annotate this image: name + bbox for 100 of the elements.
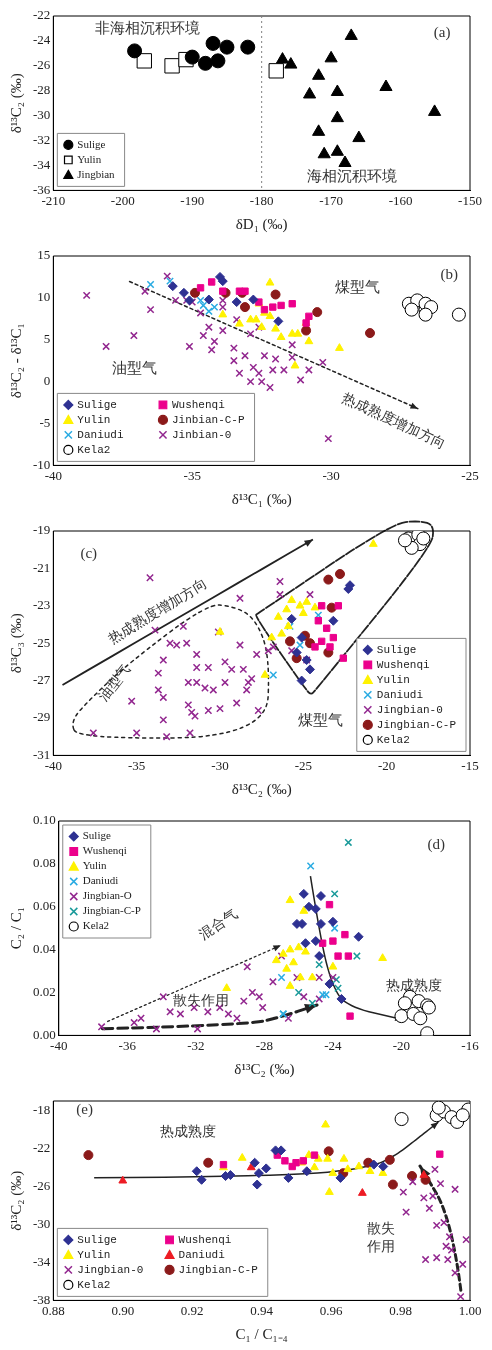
x-tick-label: -30 [211, 757, 229, 773]
legend-label: Jinbian-0 [171, 428, 232, 441]
x-tick-label: -32 [187, 1037, 205, 1053]
legend-label: Daniudi [82, 874, 119, 887]
y-tick-label: -34 [32, 156, 51, 172]
y-tick-label: -10 [32, 456, 51, 472]
legend-label: Jingbian-0 [376, 703, 443, 716]
y-tick-label: -18 [32, 1101, 51, 1117]
x-tick-label: -16 [461, 1037, 480, 1053]
legend-label: Sulige [77, 1233, 117, 1246]
annotation: (e) [76, 1100, 93, 1118]
y-tick-label: -30 [32, 1215, 51, 1231]
y-tick-label: -25 [32, 634, 51, 650]
x-tick-label: 0.96 [319, 1302, 343, 1318]
y-axis-title: δ¹³C₂ (‰) [7, 73, 25, 134]
annotation: 煤型气 [335, 278, 381, 295]
x-tick-label: -180 [249, 192, 274, 208]
legend-label: Daniudi [178, 1248, 226, 1261]
x-tick-label: -25 [461, 467, 479, 483]
legend-label: Jingbian-0 [77, 1263, 144, 1276]
annotation: 油型气 [111, 360, 157, 377]
x-tick-label: -150 [458, 192, 482, 208]
y-tick-label: 0.00 [33, 1026, 56, 1042]
legend-label: Kela2 [77, 443, 111, 456]
y-axis-title: δ¹³C₃ (‰) [7, 613, 25, 674]
y-tick-label: -30 [32, 107, 51, 123]
x-axis-title: δD₁ (‰) [235, 215, 288, 233]
x-tick-label: -20 [392, 1037, 411, 1053]
x-tick-label: 0.92 [180, 1302, 204, 1318]
x-axis-title: δ¹³C₂ (‰) [234, 1060, 295, 1078]
x-tick-label: -35 [183, 467, 201, 483]
annotation: 散失作用 [172, 992, 229, 1008]
legend-label: Kela2 [376, 733, 410, 746]
y-tick-label: -29 [32, 709, 51, 725]
legend-label: Daniudi [376, 688, 424, 701]
y-tick-label: 0.02 [33, 983, 56, 999]
annotation: 热成熟度增加方向 [105, 575, 210, 647]
y-tick-label: 0.06 [33, 898, 57, 914]
y-tick-label: -27 [32, 672, 51, 688]
legend-label: Sulige [77, 398, 117, 411]
annotation: 混合气 [196, 906, 240, 943]
annotation: 热成熟度增加方向 [340, 390, 449, 452]
y-tick-label: -31 [32, 746, 51, 762]
y-tick-label: 15 [37, 247, 51, 263]
legend-label: Yulin [77, 1248, 111, 1261]
y-tick-label: -36 [32, 181, 51, 197]
legend-label: Yulin [77, 152, 102, 165]
y-axis-title: δ¹³C₂ - δ¹³C₁ [7, 323, 24, 399]
x-tick-label: 0.90 [111, 1302, 135, 1318]
legend-label: Jingbian-O [82, 889, 132, 902]
legend-label: Sulige [77, 137, 106, 150]
x-axis-title: δ¹³C₂ (‰) [231, 780, 292, 798]
legend-label: Jingbian [77, 167, 116, 180]
legend-label: Wushenqi [171, 398, 226, 411]
y-tick-label: -38 [32, 1291, 51, 1307]
y-tick-label: -22 [32, 1139, 51, 1155]
annotation: 热成熟度 [386, 977, 443, 993]
legend-label: Wushenqi [178, 1233, 232, 1246]
x-tick-label: -30 [322, 467, 340, 483]
y-tick-label: 5 [43, 331, 51, 347]
annotation: 热成熟度 [160, 1124, 217, 1140]
x-tick-label: -36 [118, 1037, 137, 1053]
x-tick-label: 0.98 [389, 1302, 412, 1318]
legend-label: Jinbian-C-P [171, 413, 245, 426]
legend-label: Daniudi [77, 428, 124, 441]
y-axis-title: δ¹³C₂ (‰) [7, 1170, 25, 1231]
y-tick-label: -23 [32, 597, 51, 613]
y-tick-label: -5 [39, 414, 51, 430]
x-tick-label: -20 [377, 757, 396, 773]
legend-label: Kela2 [77, 1278, 111, 1291]
annotation: 油型气 [95, 661, 134, 704]
x-tick-label: -24 [324, 1037, 343, 1053]
legend-label: Kela2 [82, 919, 110, 932]
y-tick-label: 0 [43, 373, 51, 389]
annotation: 散失作用 [366, 1221, 396, 1255]
x-tick-label: 1.00 [458, 1302, 482, 1318]
x-tick-label: -160 [388, 192, 413, 208]
annotation: 海相沉积环境 [306, 168, 397, 185]
x-tick-label: -15 [461, 757, 479, 773]
legend-label: Yulin [376, 673, 410, 686]
x-tick-label: -190 [180, 192, 205, 208]
x-tick-label: -200 [110, 192, 135, 208]
legend-label: Sulige [82, 829, 111, 842]
x-axis-title: C₁ / C₁₋₄ [235, 1325, 288, 1342]
y-tick-label: -34 [32, 1253, 51, 1269]
legend-label: Wushenqi [376, 658, 430, 671]
legend-label: Jingbian-C-P [178, 1263, 259, 1276]
legend-label: Jingbian-C-P [82, 904, 141, 917]
y-tick-label: -24 [32, 32, 51, 48]
y-axis-title: C₂ / C₁ [7, 907, 24, 950]
x-tick-label: -170 [319, 192, 344, 208]
legend-label: Yulin [77, 413, 111, 426]
x-tick-label: 0.94 [250, 1302, 274, 1318]
annotation: (a) [433, 24, 451, 42]
annotation: 非海相沉积环境 [95, 20, 201, 37]
annotation: (d) [427, 835, 446, 853]
legend-label: Wushenqi [82, 844, 127, 857]
y-tick-label: -19 [32, 522, 51, 538]
y-tick-label: -22 [32, 7, 51, 23]
x-tick-label: -25 [294, 757, 312, 773]
